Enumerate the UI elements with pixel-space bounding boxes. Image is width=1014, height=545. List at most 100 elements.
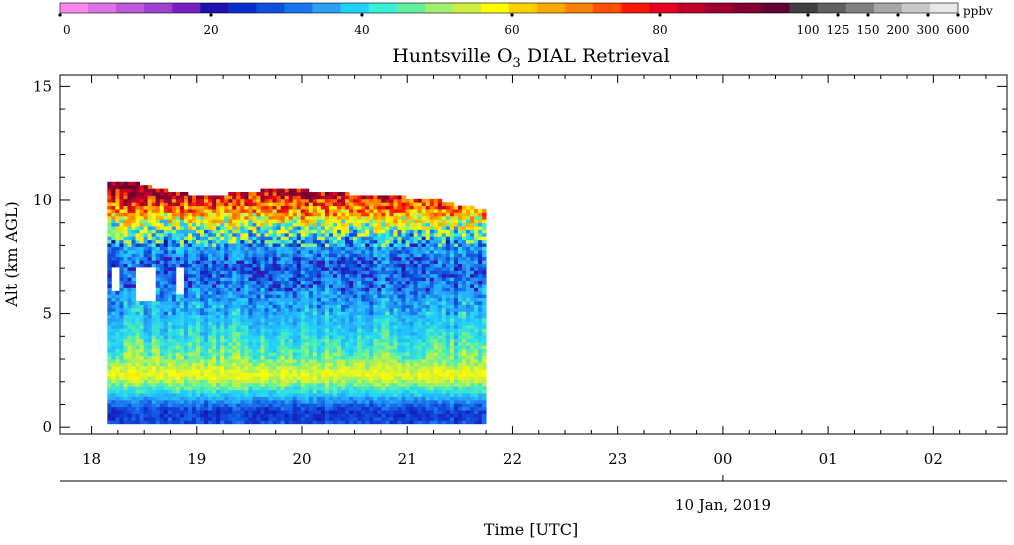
heatmap-cell xyxy=(292,410,298,414)
heatmap-cell xyxy=(248,318,253,322)
heatmap-cell xyxy=(115,389,120,394)
heatmap-cell xyxy=(191,198,197,203)
heatmap-cell xyxy=(220,270,225,275)
heatmap-cell xyxy=(155,372,161,377)
heatmap-cell xyxy=(260,226,265,230)
heatmap-cell xyxy=(328,243,334,247)
heatmap-cell xyxy=(107,389,112,394)
heatmap-cell xyxy=(280,297,286,302)
heatmap-cell xyxy=(143,192,149,196)
heatmap-cell xyxy=(341,277,346,282)
heatmap-cell xyxy=(212,338,217,343)
heatmap-cell xyxy=(377,297,382,302)
heatmap-cell xyxy=(244,205,249,210)
heatmap-cell xyxy=(373,260,378,264)
heatmap-cell xyxy=(167,355,173,360)
heatmap-cell xyxy=(155,290,161,295)
heatmap-cell xyxy=(272,198,277,203)
heatmap-cell xyxy=(212,273,217,278)
heatmap-cell xyxy=(264,345,269,350)
colorbar-segment xyxy=(705,3,734,13)
heatmap-cell xyxy=(204,263,209,268)
heatmap-cell xyxy=(276,379,282,384)
heatmap-cell xyxy=(236,331,241,336)
heatmap-cell xyxy=(389,209,394,213)
heatmap-cell xyxy=(256,331,261,336)
heatmap-cell xyxy=(208,328,213,333)
heatmap-cell xyxy=(345,314,350,319)
heatmap-cell xyxy=(361,413,366,418)
heatmap-cell xyxy=(228,335,233,339)
heatmap-cell xyxy=(361,338,366,343)
heatmap-cell xyxy=(296,284,302,288)
heatmap-cell xyxy=(288,410,294,414)
heatmap-cell xyxy=(333,205,338,210)
heatmap-cell xyxy=(236,270,241,275)
heatmap-cell xyxy=(224,222,229,227)
heatmap-cell xyxy=(196,304,201,309)
heatmap-cell xyxy=(260,249,265,254)
heatmap-cell xyxy=(312,239,318,244)
heatmap-cell xyxy=(252,314,257,319)
heatmap-cell xyxy=(131,280,136,285)
heatmap-cell xyxy=(212,331,217,336)
heatmap-cell xyxy=(349,198,354,203)
heatmap-cell xyxy=(119,321,124,326)
heatmap-cell xyxy=(228,359,233,363)
heatmap-cell xyxy=(300,301,306,305)
heatmap-cell xyxy=(232,406,237,411)
heatmap-cell xyxy=(308,205,314,210)
heatmap-cell xyxy=(244,324,249,329)
heatmap-cell xyxy=(155,341,161,346)
heatmap-cell xyxy=(353,416,358,421)
heatmap-cell xyxy=(183,314,189,319)
heatmap-cell xyxy=(296,226,302,230)
heatmap-cell xyxy=(204,290,209,295)
heatmap-cell xyxy=(361,260,366,264)
heatmap-cell xyxy=(200,195,205,200)
heatmap-cell xyxy=(389,243,394,247)
heatmap-cell xyxy=(389,311,394,316)
heatmap-cell xyxy=(337,338,342,343)
heatmap-cell xyxy=(196,209,201,213)
heatmap-cell xyxy=(276,393,282,397)
heatmap-cell xyxy=(345,297,350,302)
heatmap-cell xyxy=(357,338,362,343)
heatmap-cell xyxy=(236,209,241,213)
colorbar-tick-mark xyxy=(510,13,514,17)
heatmap-cell xyxy=(196,253,201,258)
heatmap-cell xyxy=(361,301,366,305)
heatmap-cell xyxy=(167,396,173,401)
heatmap-cell xyxy=(353,205,358,210)
heatmap-cell xyxy=(260,263,265,268)
heatmap-cell xyxy=(171,410,177,414)
heatmap-cell xyxy=(204,236,209,241)
heatmap-cell xyxy=(191,416,197,421)
heatmap-cell xyxy=(248,369,253,374)
heatmap-cell xyxy=(196,355,201,360)
heatmap-cell xyxy=(236,396,241,401)
heatmap-cell xyxy=(357,335,362,339)
heatmap-cell xyxy=(171,416,177,421)
heatmap-cell xyxy=(333,403,338,408)
heatmap-cell xyxy=(155,420,161,425)
heatmap-cell xyxy=(224,263,229,268)
heatmap-cell xyxy=(288,348,294,353)
heatmap-cell xyxy=(328,416,334,421)
heatmap-cell xyxy=(155,304,161,309)
heatmap-cell xyxy=(284,338,290,343)
heatmap-cell xyxy=(349,260,354,264)
heatmap-cell xyxy=(268,222,273,227)
heatmap-cell xyxy=(151,396,157,401)
heatmap-cell xyxy=(123,379,128,384)
heatmap-cell xyxy=(240,229,245,234)
heatmap-cell xyxy=(349,331,354,336)
heatmap-cell xyxy=(320,376,326,380)
heatmap-cell xyxy=(357,365,362,370)
heatmap-cell xyxy=(155,280,161,285)
heatmap-cell xyxy=(123,195,128,200)
heatmap-cell xyxy=(163,341,169,346)
heatmap-cell xyxy=(337,205,342,210)
heatmap-cell xyxy=(300,280,306,285)
heatmap-cell xyxy=(167,331,173,336)
